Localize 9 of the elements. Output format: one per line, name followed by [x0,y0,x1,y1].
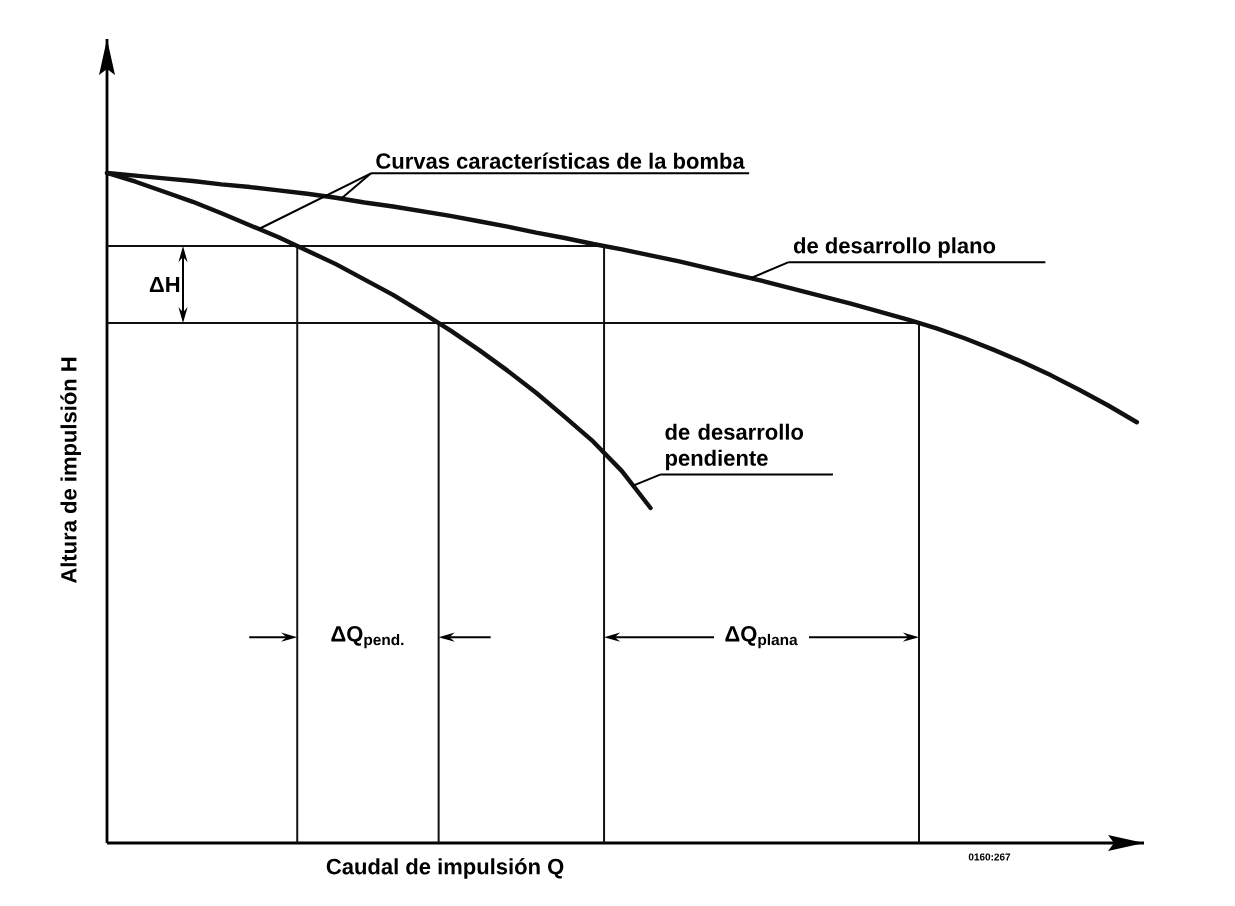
y-axis-title: Altura de impulsión H [60,357,81,584]
annotation: ΔQ$_{plana}$ [725,626,798,649]
series-label: de desarrollo plano [793,237,996,258]
annotation: ΔH [149,277,180,293]
x-axis-title: Caudal de impulsión Q [326,858,564,879]
text: 0160:267 [968,853,1011,861]
series-label: de desarrollo pendiente [665,423,804,471]
annotation: ΔQ$_{pend.}$ [331,626,404,649]
text: Curvas características de la bomba [376,152,745,169]
